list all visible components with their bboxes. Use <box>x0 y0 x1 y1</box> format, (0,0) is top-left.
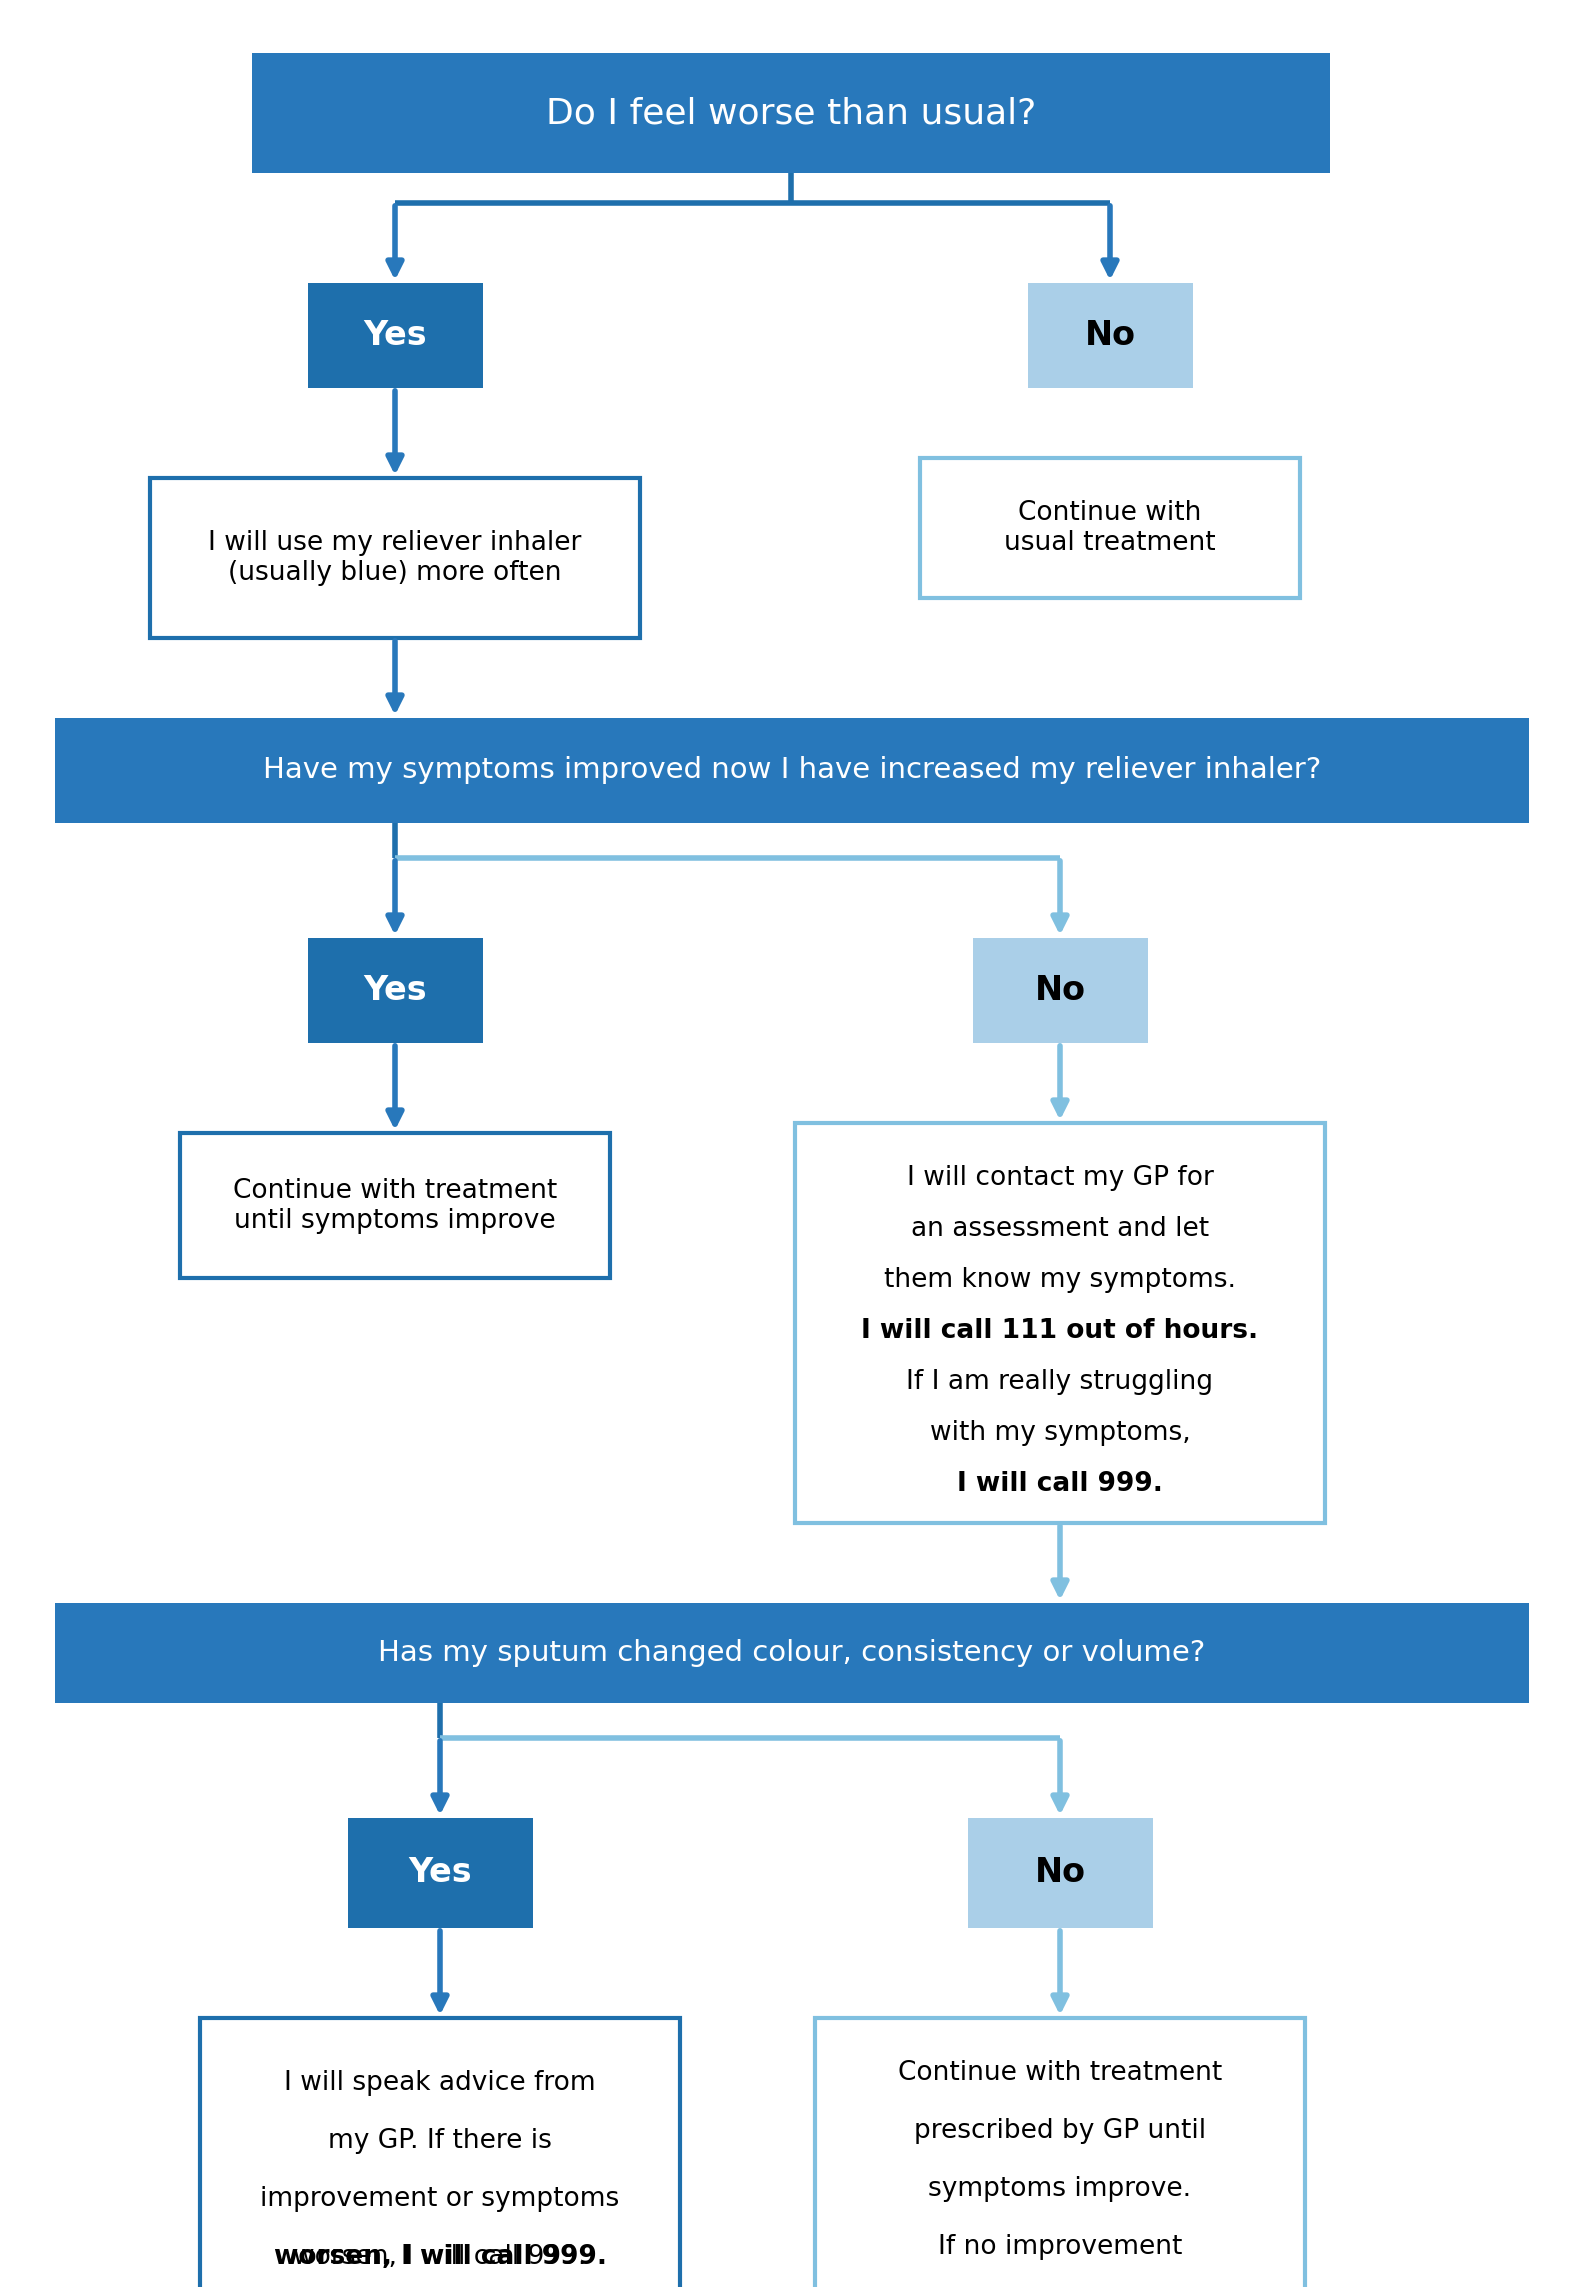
FancyBboxPatch shape <box>150 478 640 638</box>
FancyBboxPatch shape <box>307 284 483 389</box>
Text: Have my symptoms improved now I have increased my reliever inhaler?: Have my symptoms improved now I have inc… <box>263 757 1321 784</box>
Text: I will call 111 out of hours.: I will call 111 out of hours. <box>862 1317 1259 1345</box>
FancyBboxPatch shape <box>55 1603 1529 1704</box>
FancyBboxPatch shape <box>968 1818 1153 1928</box>
Text: I will call 999.: I will call 999. <box>957 1471 1163 1498</box>
FancyBboxPatch shape <box>307 938 483 1043</box>
Text: Continue with treatment
until symptoms improve: Continue with treatment until symptoms i… <box>233 1178 558 1233</box>
Text: No: No <box>1034 974 1085 1006</box>
Text: Continue with treatment: Continue with treatment <box>898 2061 1223 2086</box>
FancyBboxPatch shape <box>973 938 1147 1043</box>
Text: Do I feel worse than usual?: Do I feel worse than usual? <box>546 96 1036 130</box>
Text: Has my sputum changed colour, consistency or volume?: Has my sputum changed colour, consistenc… <box>379 1640 1205 1667</box>
Text: worsen, ​I will call 999.: worsen, ​I will call 999. <box>293 2244 586 2271</box>
Text: them know my symptoms.: them know my symptoms. <box>884 1267 1236 1292</box>
FancyBboxPatch shape <box>55 718 1529 823</box>
FancyBboxPatch shape <box>1028 284 1193 389</box>
Text: Yes: Yes <box>363 974 426 1006</box>
FancyBboxPatch shape <box>200 2017 680 2287</box>
FancyBboxPatch shape <box>795 1123 1324 1523</box>
FancyBboxPatch shape <box>816 2017 1305 2287</box>
Text: I will speak advice from: I will speak advice from <box>284 2070 596 2095</box>
Text: Yes: Yes <box>363 318 426 352</box>
Text: symptoms improve.: symptoms improve. <box>928 2175 1191 2202</box>
Text: I will use my reliever inhaler
(usually blue) more often: I will use my reliever inhaler (usually … <box>209 531 581 585</box>
Text: prescribed by GP until: prescribed by GP until <box>914 2118 1205 2143</box>
Text: worsen, ​I will call 999.: worsen, ​I will call 999. <box>274 2244 607 2271</box>
Text: my GP. If there is: my GP. If there is <box>328 2127 551 2154</box>
FancyBboxPatch shape <box>181 1132 610 1278</box>
Text: Continue with
usual treatment: Continue with usual treatment <box>1004 501 1217 556</box>
FancyBboxPatch shape <box>347 1818 532 1928</box>
Text: an assessment and let: an assessment and let <box>911 1217 1209 1242</box>
Text: improvement or symptoms: improvement or symptoms <box>260 2186 619 2212</box>
Text: I will contact my GP for: I will contact my GP for <box>906 1164 1213 1192</box>
Text: No: No <box>1034 1857 1085 1889</box>
FancyBboxPatch shape <box>252 53 1331 174</box>
Text: If I am really struggling: If I am really struggling <box>906 1370 1213 1395</box>
Text: with my symptoms,: with my symptoms, <box>930 1420 1190 1445</box>
Text: If no improvement: If no improvement <box>938 2234 1182 2260</box>
Text: Yes: Yes <box>409 1857 472 1889</box>
Text: No: No <box>1085 318 1136 352</box>
FancyBboxPatch shape <box>920 457 1300 597</box>
